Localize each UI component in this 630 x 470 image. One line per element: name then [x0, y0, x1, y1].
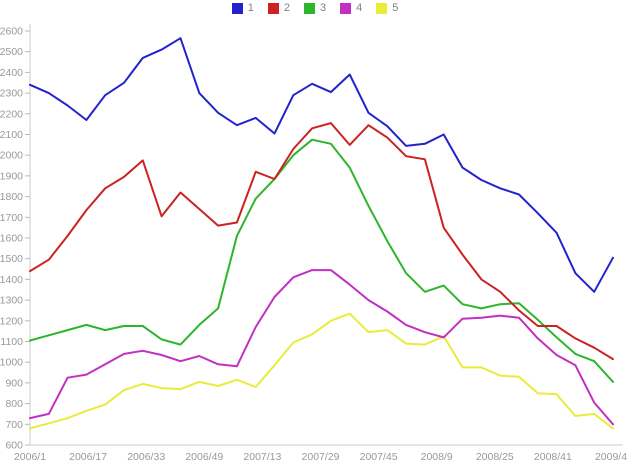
x-tick-label: 2007/45 — [360, 451, 398, 463]
series-line-4 — [29, 269, 614, 426]
legend-item-4: 4 — [340, 2, 362, 14]
legend-label-5: 5 — [392, 2, 399, 14]
y-tick-label: 1200 — [0, 315, 23, 327]
y-tick-label: 600 — [5, 440, 23, 452]
series-line-5 — [29, 312, 614, 430]
x-tick-label: 2006/49 — [185, 451, 223, 463]
y-tick-label: 2000 — [0, 150, 23, 162]
y-tick-label: 2300 — [0, 88, 23, 100]
x-tick-label: 2006/17 — [69, 451, 107, 463]
y-tick-label: 2600 — [0, 26, 23, 38]
x-tick-label: 2006/33 — [127, 451, 165, 463]
y-tick-label: 2400 — [0, 67, 23, 79]
x-tick-label: 2008/41 — [534, 451, 572, 463]
legend-label-3: 3 — [319, 2, 327, 14]
x-tick-label: 2007/29 — [302, 451, 340, 463]
y-tick-label: 1900 — [0, 170, 23, 182]
legend-label-1: 1 — [247, 2, 254, 14]
y-tick-label: 1700 — [0, 212, 23, 224]
y-tick-label: 1300 — [0, 295, 23, 307]
legend-swatch-4 — [340, 2, 352, 14]
legend-item-5: 5 — [376, 2, 398, 14]
y-tick-label: 700 — [5, 419, 23, 431]
legend-item-1: 1 — [231, 2, 254, 14]
y-tick-label: 1800 — [0, 191, 23, 203]
y-tick-label: 2100 — [0, 129, 23, 141]
y-tick-label: 1400 — [0, 274, 23, 286]
x-tick-label: 2008/9 — [421, 451, 453, 463]
x-tick-label: 2006/1 — [14, 451, 46, 463]
x-tick-label: 2008/25 — [476, 451, 514, 463]
legend-swatch-5 — [376, 2, 388, 14]
y-tick-label: 800 — [5, 398, 23, 410]
legend-item-2: 2 — [267, 2, 290, 14]
y-tick-label: 1500 — [0, 253, 23, 265]
series-line-2 — [29, 122, 614, 361]
legend-swatch-1 — [231, 2, 243, 14]
legend-item-3: 3 — [303, 2, 327, 14]
y-tick-label: 1100 — [0, 336, 23, 348]
y-tick-label: 2200 — [0, 108, 23, 120]
y-tick-label: 900 — [5, 377, 23, 389]
series-line-3 — [29, 138, 614, 383]
y-tick-label: 1000 — [0, 357, 23, 369]
legend-swatch-3 — [303, 2, 315, 14]
legend-swatch-2 — [267, 2, 279, 14]
series-line-1 — [29, 37, 614, 293]
legend-label-2: 2 — [283, 2, 290, 14]
y-tick-label: 1600 — [0, 233, 23, 245]
x-tick-label: 2007/13 — [243, 451, 281, 463]
x-tick-label: 2009/4 — [595, 451, 627, 463]
chart-legend: 1 2 3 4 5 — [0, 2, 630, 14]
legend-label-4: 4 — [356, 2, 363, 14]
y-tick-label: 2500 — [0, 46, 23, 58]
